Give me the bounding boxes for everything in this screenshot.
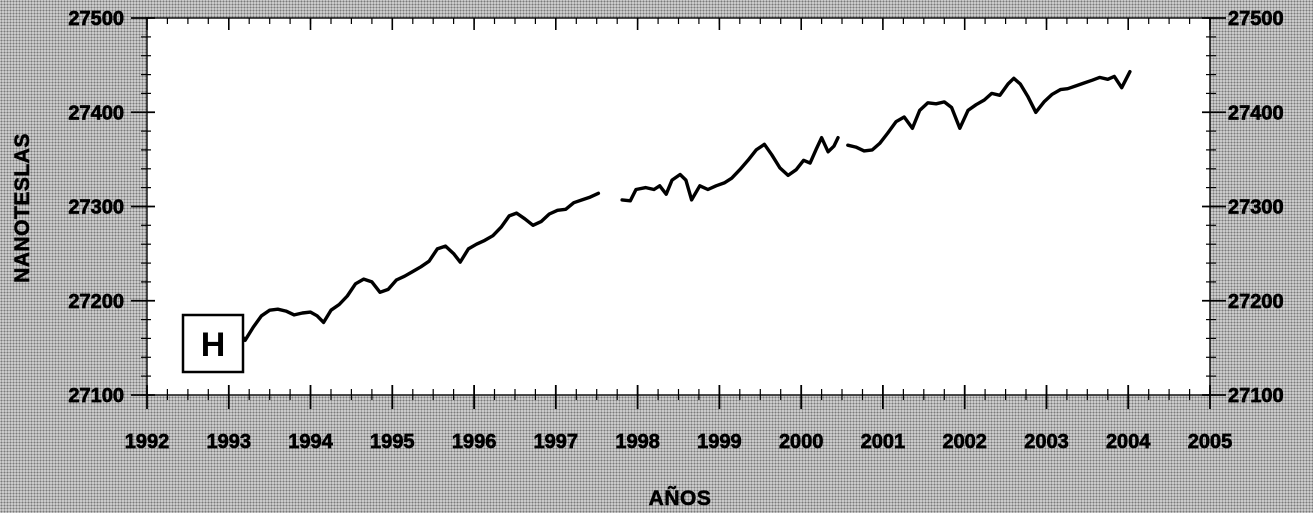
annotation-frame [181,313,245,374]
series-lines [235,70,1132,342]
y-tick-label-right: 27400 [1228,102,1284,124]
x-tick-label: 1994 [288,431,333,453]
x-tick-label: 1995 [370,431,415,453]
y-tick-label-left: 27400 [68,102,124,124]
series-line-segment-1 [235,191,601,342]
plot-area [146,17,1211,396]
x-tick-label: 2005 [1188,431,1233,453]
axis-ticks [131,17,1226,409]
x-tick-label: 1996 [452,431,497,453]
x-tick-label: 1999 [697,431,742,453]
y-tick-label-left: 27100 [68,385,124,407]
y-tick-label-right: 27500 [1228,8,1284,30]
x-tick-label: 2004 [1106,431,1151,453]
x-tick-label: 2003 [1024,431,1069,453]
x-tick-label: 2002 [942,431,987,453]
y-tick-label-left: 27500 [68,8,124,30]
x-tick-label: 1993 [207,431,252,453]
x-tick-label: 2000 [779,431,824,453]
y-tick-label-right: 27100 [1228,385,1284,407]
series-line-segment-2 [620,136,840,203]
tick-labels: 1992 1993 1994 1995 1996 1997 1998 1999 2000 2001… [68,8,1284,454]
series-line-segment-3 [846,70,1132,153]
x-tick-label: 2001 [861,431,906,453]
annotation-label: H [201,326,226,364]
y-axis-title: NANOTESLAS [11,133,34,283]
annotation-box: H [181,313,245,374]
y-tick-label-right: 27200 [1228,291,1284,313]
y-tick-label-left: 27200 [68,291,124,313]
x-axis-title: AÑOS [649,487,712,510]
y-tick-label-right: 27300 [1228,197,1284,219]
x-tick-label: 1998 [615,431,660,453]
x-tick-label: 1992 [125,431,170,453]
x-tick-label: 1997 [534,431,579,453]
y-tick-label-left: 27300 [68,197,124,219]
